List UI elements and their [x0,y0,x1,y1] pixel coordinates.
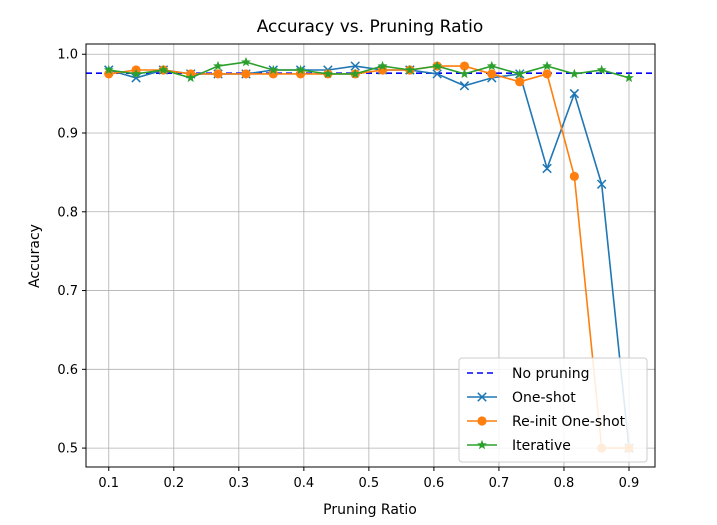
one-shot-point [131,73,141,83]
legend-marker-one-shot [477,392,487,402]
legend: No pruning One-shot Re-init One-shot Iterat… [458,357,648,463]
legend-label-no-pruning: No pruning [512,366,590,382]
iterative-point [624,72,634,83]
legend-box [458,357,648,463]
one-shot-point [569,88,580,99]
re-init-one-shot-point [515,77,525,87]
re-init-one-shot-point [241,69,251,79]
y-tick-label: 1.0 [57,48,78,63]
iterative-point [103,64,114,75]
x-tick-label: 0.4 [294,476,315,491]
iterative-point [459,68,470,79]
iterative-point [158,64,169,75]
one-shot-point [596,179,607,189]
x-tick-label: 0.7 [489,476,510,491]
y-tick-label: 0.9 [57,127,78,142]
iterative-point [569,68,580,79]
iterative-point [486,60,497,71]
x-tick-label: 0.8 [554,476,575,491]
legend-label-re-init-one-shot: Re-init One-shot [512,414,626,430]
one-shot-point-stroke [542,163,552,174]
one-shot-point-stroke [459,81,470,91]
legend-label-one-shot: One-shot [512,390,576,406]
legend-label-iterative: Iterative [512,438,571,454]
y-axis-ticks: 0.5 0.6 0.7 0.8 0.9 1.0 [57,48,86,457]
re-init-one-shot-point [459,61,470,71]
one-shot-point-stroke [350,61,360,71]
iterative-point [432,60,443,71]
iterative-point [185,72,196,83]
iterative-line [108,61,630,79]
one-shot-point-stroke [569,88,580,99]
x-tick-label: 0.5 [359,476,380,491]
iterative-point [241,56,251,67]
legend-marker-one-shot-stroke [477,392,487,402]
one-shot-point-stroke [432,69,442,79]
one-shot-point-stroke [596,179,607,189]
x-tick-label: 0.1 [98,476,119,491]
legend-marker-re-init-one-shot [477,416,487,426]
iterative-point [268,64,279,75]
y-tick-label: 0.6 [57,363,78,378]
iterative-point [295,64,306,75]
re-init-one-shot-point [569,171,579,181]
iterative-point [377,60,388,71]
iterative-point [596,64,607,75]
x-axis-label: Pruning Ratio [323,502,417,518]
series-layer [103,56,634,453]
legend-marker-iterative [477,439,487,450]
x-tick-label: 0.2 [163,476,184,491]
iterative-point [213,60,223,71]
chart-title: Accuracy vs. Pruning Ratio [257,17,484,37]
re-init-one-shot-point [213,69,223,79]
one-shot-point [542,163,552,174]
iterative-point [350,68,361,79]
plot-frame [85,43,656,468]
iterative-point [542,60,552,71]
x-axis-ticks: 0.1 0.2 0.3 0.4 0.5 0.6 0.7 0.8 0.9 [98,467,639,491]
x-tick-label: 0.9 [619,476,640,491]
one-shot-point [459,81,470,91]
re-init-one-shot-point [487,69,497,79]
iterative-point [514,68,525,79]
iterative-point [404,64,415,75]
re-init-one-shot-point [542,69,552,79]
y-tick-label: 0.5 [57,442,78,457]
one-shot-point [350,61,360,71]
iterative-series [103,56,634,83]
y-tick-label: 0.8 [57,205,78,220]
x-tick-label: 0.6 [424,476,445,491]
iterative-point [322,68,333,79]
y-axis-label: Accuracy [27,224,43,288]
x-tick-label: 0.3 [228,476,249,491]
one-shot-point [432,69,442,79]
iterative-point [131,68,142,79]
one-shot-point-stroke [131,73,141,83]
y-tick-label: 0.7 [57,284,78,299]
